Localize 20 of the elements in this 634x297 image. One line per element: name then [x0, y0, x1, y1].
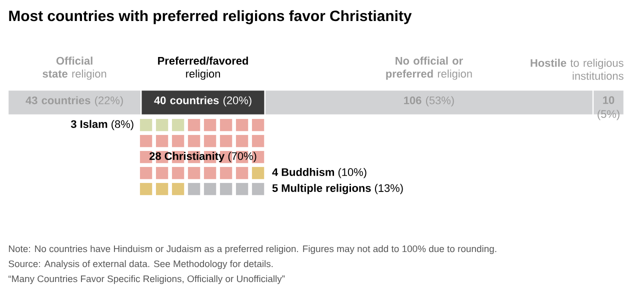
text: “Many Countries Favor Specific Religions, Officially or Unofficially” — [8, 275, 285, 284]
source-note: Source: Analysis of external data. See Methodology for details. — [8, 260, 273, 270]
chart-title: Most countries with preferred religions favor Christianity — [9, 10, 412, 24]
data-label: (13%) — [374, 184, 403, 194]
data-label: 106 (53%) — [404, 96, 454, 106]
series-label: No official or preferred religion — [386, 56, 472, 80]
data-label: (8%) — [112, 120, 134, 130]
category-label: 3 Islam — [70, 120, 108, 128]
category-label: 5 Multiple religions — [272, 184, 371, 194]
series-label: Hostile to religious institutions — [530, 58, 624, 80]
category-label: 28 Christianity — [149, 152, 225, 162]
data-label: 40 countries (20%) — [154, 96, 252, 106]
data-label: (10%) — [338, 168, 366, 178]
series-label: Official state religion — [42, 56, 106, 80]
text: Note: No countries have Hinduism or Judaism as a preferred religion. Figures may not add to 100% due to rounding. — [8, 245, 496, 254]
data-label: 10 (5%) — [598, 96, 620, 120]
series-label: Preferred/favored religion — [158, 56, 248, 80]
data-label: 43 countries (22%) — [26, 96, 123, 106]
category-label: 4 Buddhism — [272, 168, 334, 176]
data-label: (70%) — [228, 152, 256, 162]
